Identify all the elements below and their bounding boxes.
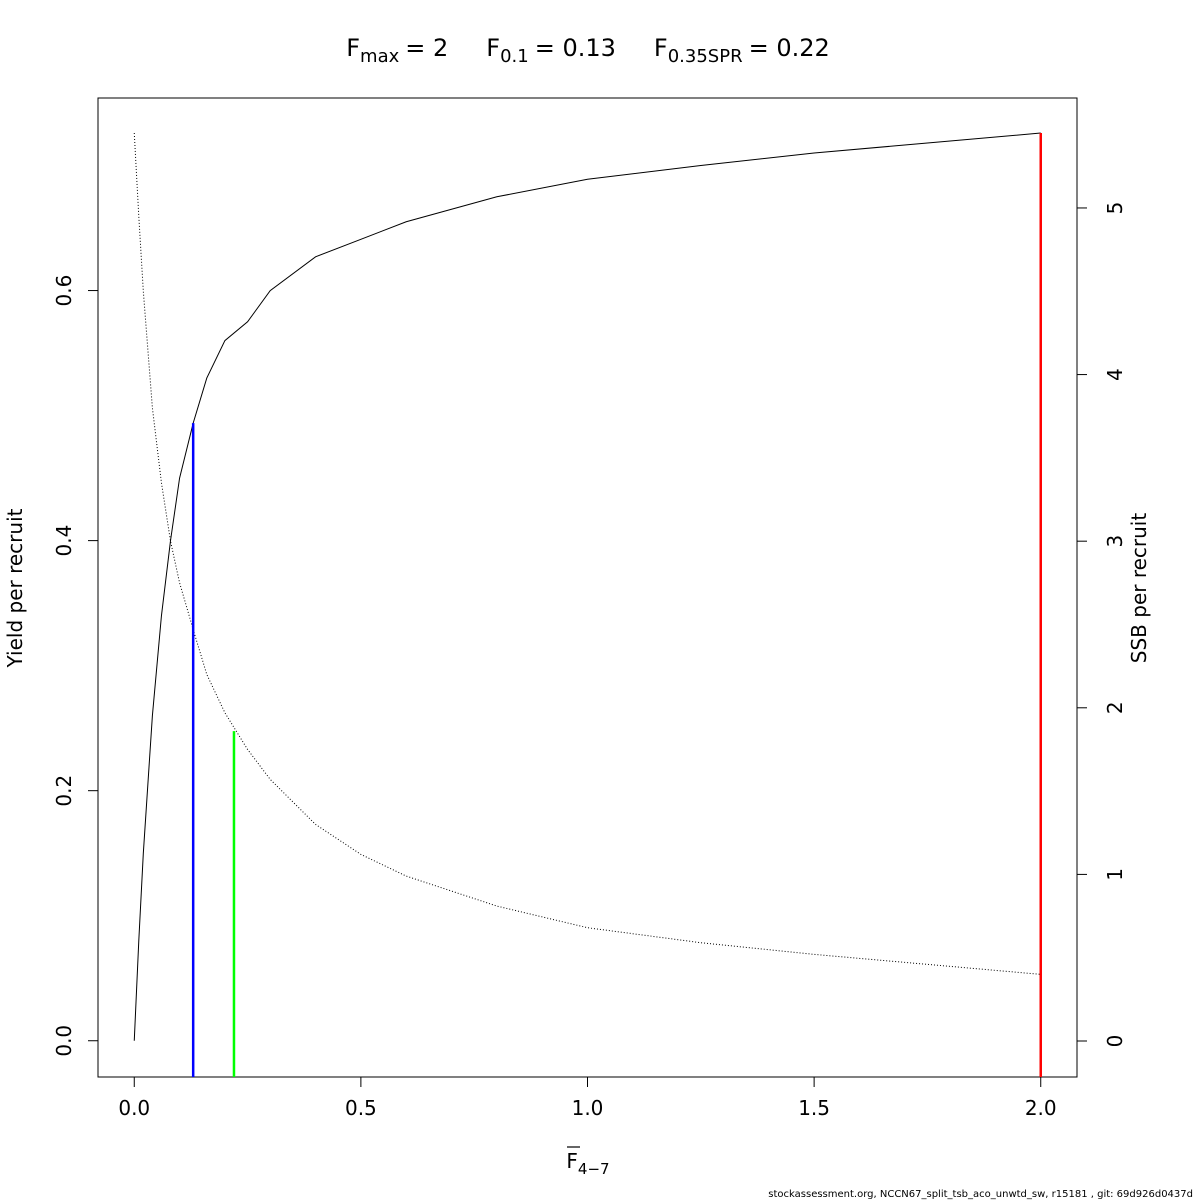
- y-tick-label: 0.6: [52, 275, 76, 307]
- y2-tick-label: 0: [1103, 1035, 1127, 1048]
- line-series: [133, 132, 1041, 1041]
- x-axis-label: F4−7: [566, 1149, 609, 1178]
- title-value: = 0.13: [535, 34, 616, 62]
- y2-tick-label: 4: [1103, 368, 1127, 381]
- y-tick-label: 0.0: [52, 1025, 76, 1057]
- title-symbol: F: [486, 34, 500, 62]
- x-label-symbol: F: [566, 1149, 578, 1173]
- footer: stockassessment.org, NCCN67_split_tsb_ac…: [768, 1189, 1193, 1200]
- title-subscript: max: [360, 46, 400, 67]
- y2-axis-label: SSB per recruit: [1127, 513, 1151, 664]
- y-tick-label: 0.2: [52, 775, 76, 807]
- title-subscript: 0.1: [500, 46, 529, 67]
- x-tick-label: 0.5: [345, 1096, 377, 1120]
- title-subscript: 0.35SPR: [668, 46, 743, 67]
- y2-tick-label: 5: [1103, 202, 1127, 215]
- x-tick-label: 0.0: [118, 1096, 150, 1120]
- x-tick-label: 1.5: [798, 1096, 830, 1120]
- y-axis-label: Yield per recruit: [3, 508, 27, 668]
- y2-tick-label: 1: [1103, 868, 1127, 881]
- x-label-subscript: 4−7: [578, 1160, 610, 1178]
- x-tick-label: 1.0: [572, 1096, 604, 1120]
- title-symbol: F: [654, 34, 668, 62]
- line-series: [133, 132, 1041, 975]
- title-symbol: F: [346, 34, 360, 62]
- y2-tick-label: 3: [1103, 535, 1127, 548]
- chart-title: Fmax = 2 F0.1 = 0.13 F0.35SPR = 0.22: [346, 34, 830, 67]
- y-tick-label: 0.4: [52, 525, 76, 557]
- title-value: = 2: [405, 34, 448, 62]
- title-value: = 0.22: [749, 34, 830, 62]
- y2-tick-label: 2: [1103, 701, 1127, 714]
- x-tick-label: 2.0: [1025, 1096, 1057, 1120]
